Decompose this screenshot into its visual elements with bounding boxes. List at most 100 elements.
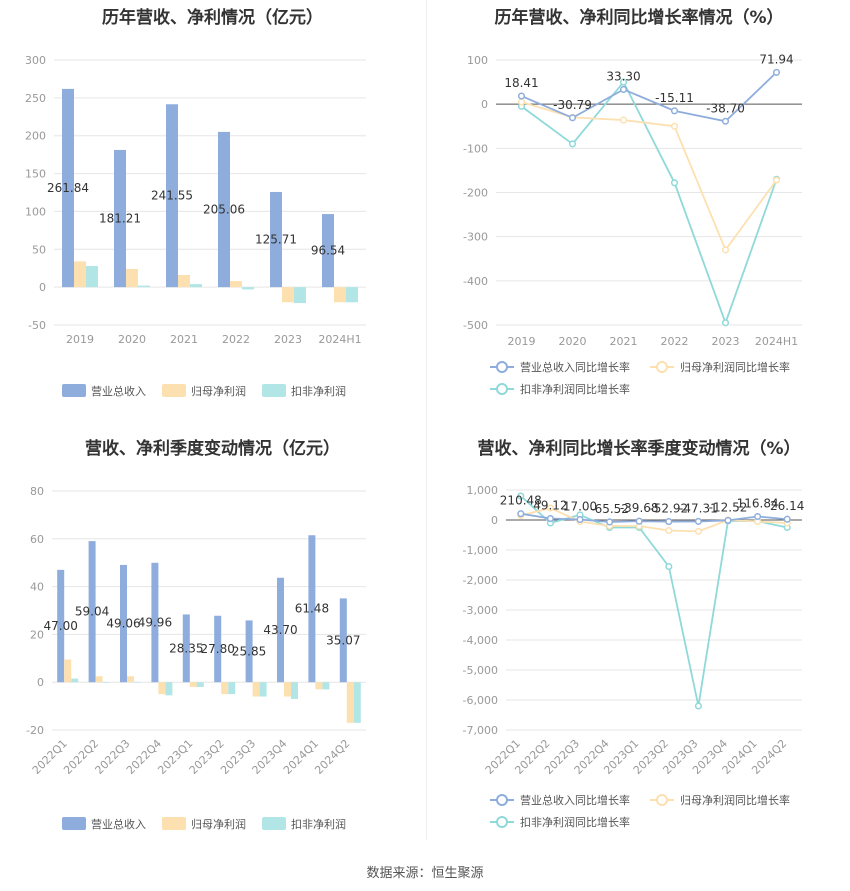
x-tick-label: 2019 — [508, 335, 536, 348]
data-point — [517, 510, 525, 518]
data-point — [619, 116, 628, 124]
line-data-label: -15.11 — [655, 91, 694, 105]
data-point — [721, 246, 730, 254]
bar-deducted-profit — [190, 284, 202, 288]
y-tick-label: 300 — [25, 54, 46, 67]
data-point — [665, 562, 673, 571]
line-data-label: -52.92 — [649, 502, 688, 516]
legend-swatch-marker — [496, 794, 508, 806]
line-data-label: 71.94 — [759, 52, 793, 66]
legend-swatch — [162, 817, 186, 830]
y-tick-label: -4,000 — [463, 634, 498, 647]
y-tick-label: 20 — [30, 628, 44, 641]
y-tick-label: 80 — [30, 485, 44, 498]
annual-line-chart: -500 -400 -300 -200 -100 0 100 18.41 -30.79 33.30… — [463, 52, 802, 396]
line-data-label: -38.70 — [706, 101, 745, 115]
data-point — [665, 518, 673, 526]
bar-net-profit — [74, 261, 86, 288]
bar-data-label: 59.04 — [75, 605, 109, 619]
bar-net-profit — [346, 682, 354, 723]
bar-revenue — [339, 598, 347, 683]
y-tick-label: 200 — [25, 130, 46, 143]
data-point — [694, 527, 702, 535]
bar-deducted-profit — [346, 287, 358, 303]
y-tick-label: -1,000 — [463, 544, 498, 557]
bar-deducted-profit — [259, 682, 267, 697]
line-data-label: -47.31 — [679, 501, 718, 515]
bar-revenue — [270, 191, 282, 288]
x-tick-label: 2021 — [170, 333, 198, 346]
y-tick-label: -5,000 — [463, 664, 498, 677]
quarterly-revenue-profit-panel: 营收、净利季度变动情况（亿元） -20 0 20 40 60 80 47.00 2022Q1 5… — [0, 425, 425, 850]
bar-data-label: 205.06 — [203, 203, 245, 217]
legend-label: 扣非净利润 — [291, 817, 346, 831]
y-tick-label: 0 — [39, 281, 46, 294]
data-point — [619, 78, 628, 86]
bar-deducted-profit — [134, 682, 141, 683]
legend-swatch — [62, 817, 86, 830]
legend-label: 扣非净利润同比增长率 — [520, 815, 630, 829]
annual-revenue-profit-panel: 历年营收、净利情况（亿元） -50 0 50 100 150 200 250 300 261.8… — [0, 0, 425, 420]
bar-data-label: 47.00 — [44, 619, 78, 633]
data-point — [606, 518, 614, 526]
line-data-label: -39.68 — [620, 501, 659, 515]
y-tick-label: 1,000 — [467, 484, 499, 497]
legend-label: 扣非净利润 — [291, 384, 346, 398]
series-line-revenue — [521, 71, 778, 123]
bar-deducted-profit — [228, 682, 236, 695]
data-point — [665, 526, 673, 535]
x-tick-label: 2020 — [559, 335, 587, 348]
data-point — [670, 122, 679, 130]
bar-deducted-profit — [353, 682, 361, 723]
bar-net-profit — [158, 682, 166, 695]
bar-deducted-profit — [165, 682, 173, 696]
line-data-label: 33.30 — [606, 69, 640, 83]
bar-revenue — [88, 541, 96, 683]
legend-label: 归母净利润 — [191, 817, 246, 831]
chart-title: 营收、净利季度变动情况（亿元） — [85, 439, 340, 459]
legend-label: 归母净利润 — [191, 384, 246, 398]
y-tick-label: 100 — [25, 205, 46, 218]
bar-revenue — [182, 614, 190, 683]
data-point — [576, 515, 584, 524]
chart-title: 营收、净利同比增长率季度变动情况（%） — [477, 439, 801, 459]
legend-swatch-marker — [656, 794, 668, 806]
bar-deducted-profit — [102, 682, 110, 683]
data-point — [635, 517, 643, 525]
panel-divider — [426, 0, 427, 840]
legend-swatch — [262, 817, 286, 830]
y-tick-label: 0 — [37, 676, 44, 689]
y-tick-label: 250 — [25, 92, 46, 105]
data-point — [694, 702, 702, 710]
legend-swatch-marker — [496, 816, 508, 828]
data-point — [546, 504, 554, 512]
bar-revenue — [151, 562, 159, 683]
data-source-note: 数据来源：恒生聚源 — [366, 866, 484, 881]
y-tick-label: -50 — [28, 319, 46, 332]
data-point — [517, 92, 526, 100]
bar-data-label: 27.80 — [201, 642, 235, 656]
line-data-label: 116.84 — [737, 496, 779, 510]
x-tick-label: 2024H1 — [755, 335, 798, 348]
y-tick-label: 150 — [25, 168, 46, 181]
y-tick-label: 100 — [467, 54, 488, 67]
data-point — [568, 114, 577, 122]
bar-net-profit — [230, 281, 242, 288]
bar-net-profit — [126, 268, 138, 288]
line-data-label: 210.48 — [500, 494, 542, 508]
bar-net-profit — [178, 275, 190, 288]
x-tick-label: 2022 — [661, 335, 689, 348]
bar-data-label: 61.48 — [295, 602, 329, 616]
data-point — [783, 515, 791, 523]
legend-label: 归母净利润同比增长率 — [680, 793, 790, 807]
bar-revenue — [57, 569, 65, 683]
bar-deducted-profit — [138, 285, 150, 288]
line-data-label: -12.52 — [709, 500, 748, 514]
line-data-label: -30.79 — [553, 98, 592, 112]
data-point — [721, 319, 730, 327]
bar-net-profit — [284, 682, 291, 697]
data-point — [670, 179, 679, 187]
legend-label: 营业总收入 — [91, 384, 146, 398]
data-point — [619, 85, 628, 94]
x-tick-label: 2022 — [222, 333, 250, 346]
